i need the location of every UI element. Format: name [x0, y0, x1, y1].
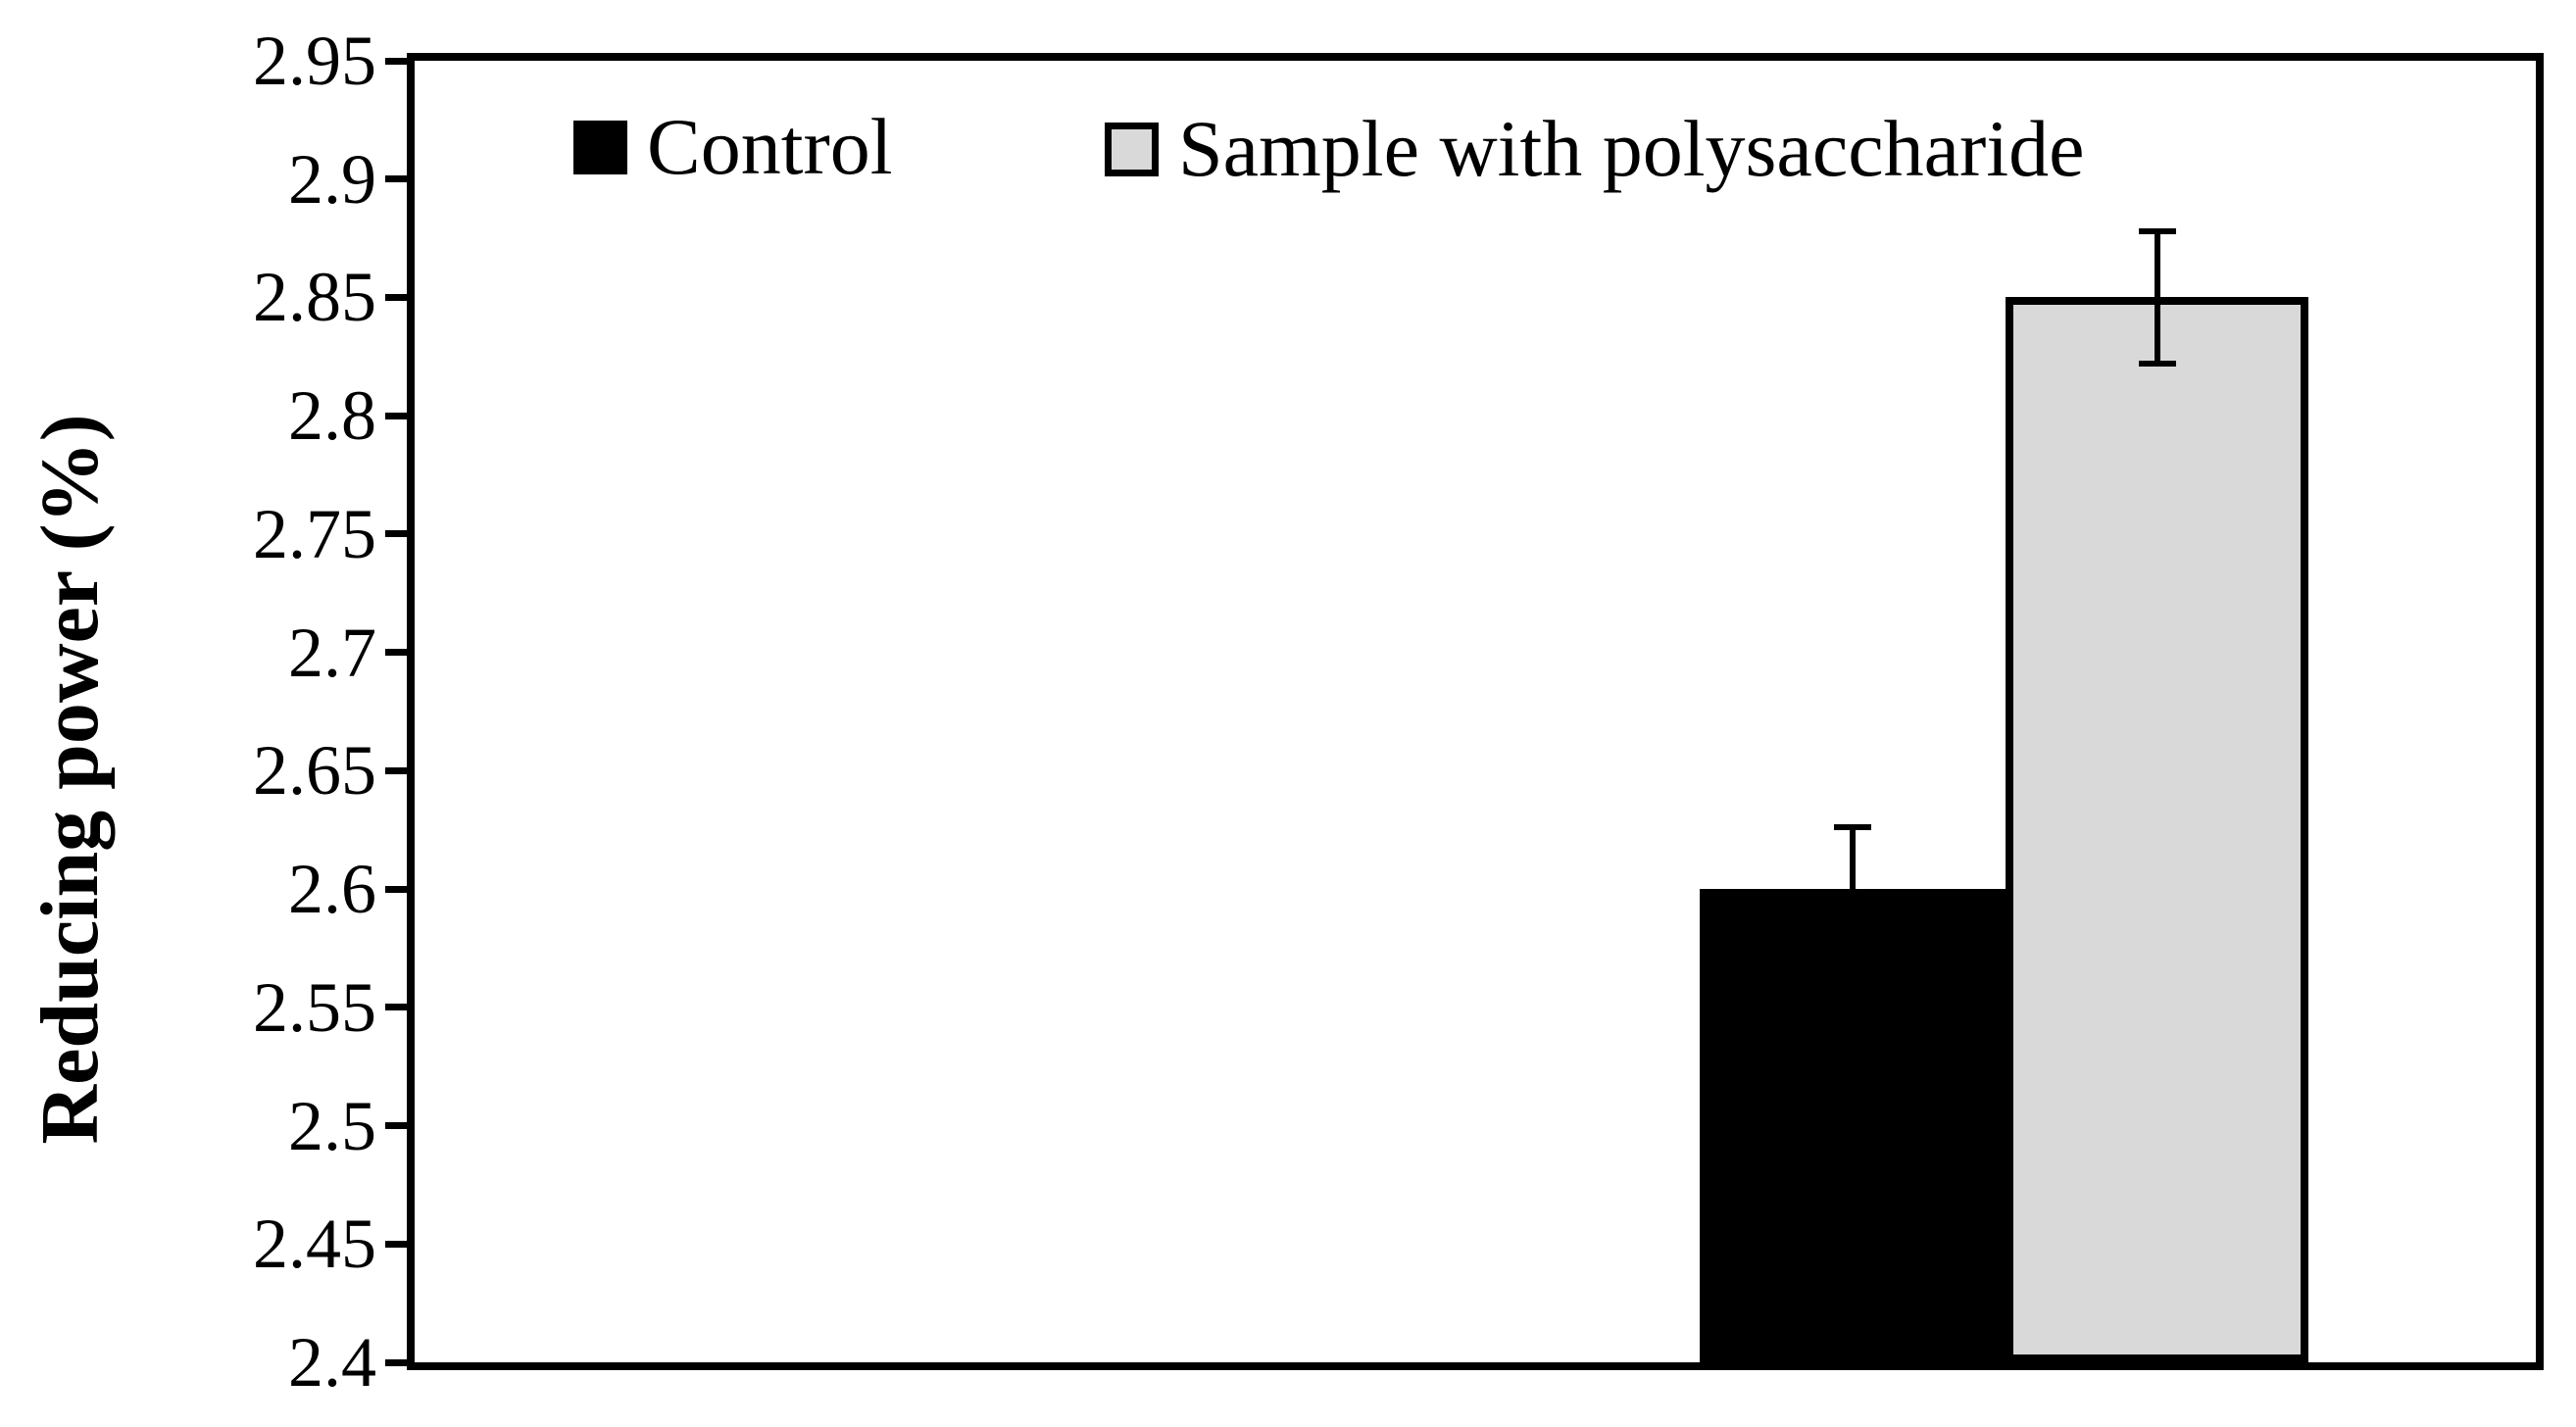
- y-tick-mark: [385, 412, 411, 419]
- y-tick-label: 2.85: [253, 258, 376, 337]
- y-tick-label: 2.7: [288, 613, 376, 692]
- error-bar-cap: [2138, 227, 2176, 234]
- error-bar-cap: [1834, 947, 1871, 954]
- error-bar-line: [2154, 230, 2160, 365]
- legend-swatch-control: [573, 120, 627, 174]
- legend-label-sample: Sample with polysaccharide: [1178, 104, 2085, 193]
- y-tick-label: 2.65: [253, 731, 376, 811]
- error-bar-line: [1850, 827, 1856, 951]
- y-tick-label: 2.6: [288, 850, 376, 929]
- y-tick-label: 2.9: [288, 139, 376, 219]
- y-axis-title: Reducing power (%): [25, 414, 116, 1145]
- y-tick-mark: [385, 766, 411, 774]
- bar-sample: [2006, 297, 2308, 1362]
- y-tick-mark: [385, 1004, 411, 1011]
- legend-item-sample: Sample with polysaccharide: [1105, 104, 2085, 193]
- legend-label-control: Control: [647, 102, 893, 191]
- plot-area: 2.95 2.9 2.85 2.8 2.75 2.7 2.65 2.6 2.55 2.5 2.45 2…: [253, 22, 2536, 1402]
- y-tick-mark: [385, 1122, 411, 1130]
- y-tick-mark: [385, 1358, 411, 1366]
- y-tick-label: 2.45: [253, 1205, 376, 1284]
- error-bar-cap: [1834, 824, 1871, 831]
- legend-swatch-sample: [1105, 122, 1159, 176]
- bar-control: [1700, 889, 2006, 1362]
- y-tick-label: 2.55: [253, 967, 376, 1047]
- y-tick-label: 2.4: [288, 1323, 376, 1402]
- y-tick-label: 2.5: [288, 1086, 376, 1165]
- y-tick-label: 2.75: [253, 494, 376, 573]
- legend-item-control: Control: [573, 102, 893, 191]
- y-tick-mark: [385, 649, 411, 657]
- y-tick-mark: [385, 293, 411, 301]
- y-tick-mark: [385, 57, 411, 65]
- plot-area-border: [407, 53, 2544, 1370]
- y-tick-mark: [385, 1240, 411, 1248]
- y-tick-mark: [385, 530, 411, 538]
- y-tick-mark: [385, 885, 411, 893]
- error-bar-cap: [2138, 361, 2176, 368]
- y-tick-label: 2.8: [288, 376, 376, 456]
- y-tick-label: 2.95: [253, 22, 376, 100]
- y-tick-mark: [385, 175, 411, 183]
